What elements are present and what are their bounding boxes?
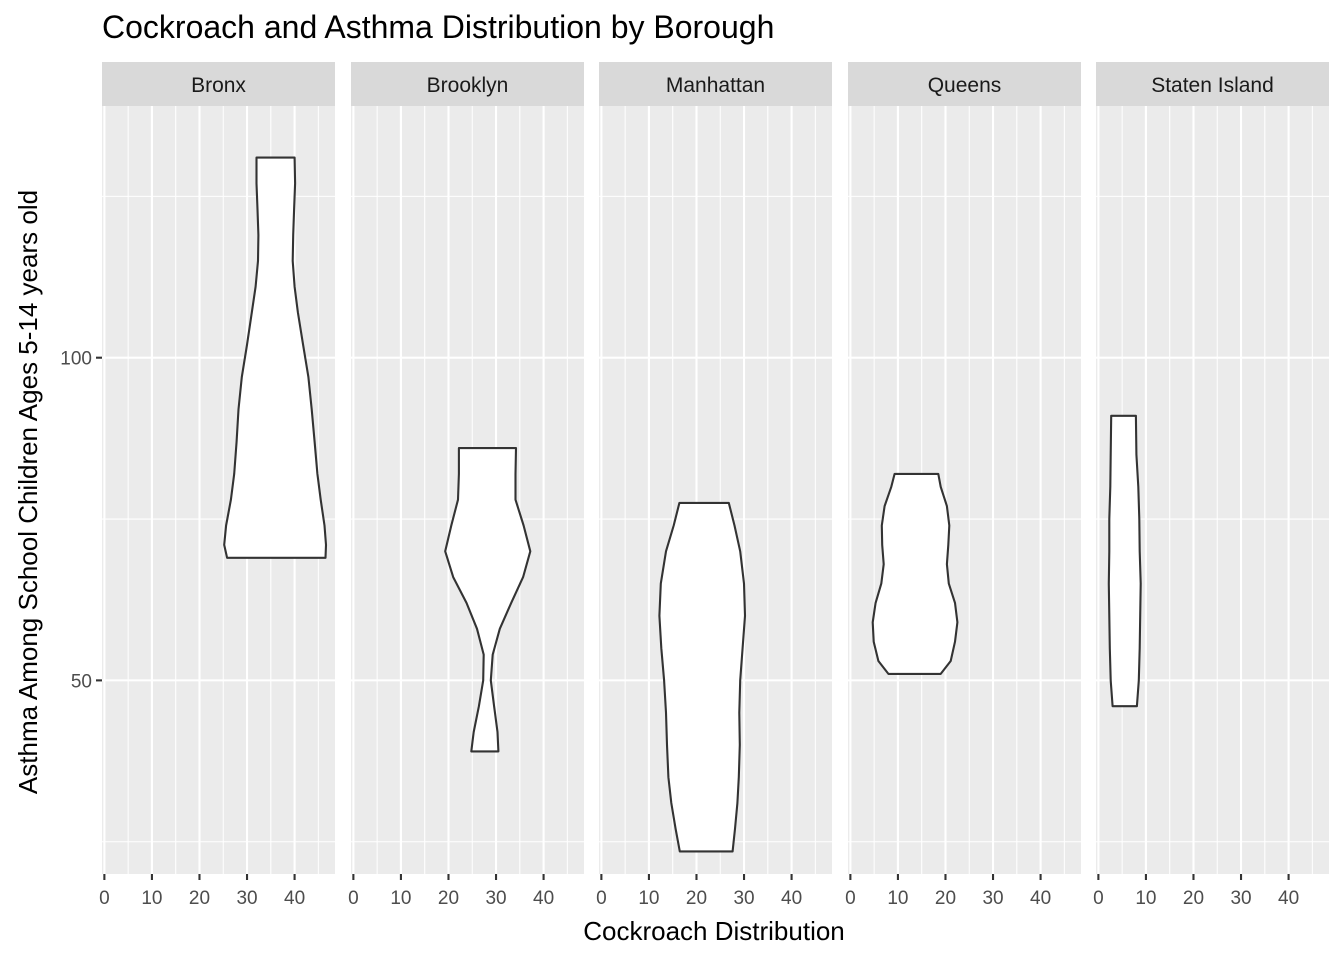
- x-tick-label: 20: [189, 888, 210, 909]
- x-tick-label: 40: [284, 888, 305, 909]
- x-tick-label: 20: [1183, 888, 1204, 909]
- facet-strip-label: Queens: [928, 74, 1002, 97]
- facet-strip-label: Manhattan: [666, 74, 765, 97]
- x-tick-label: 30: [1230, 888, 1251, 909]
- x-tick-label: 10: [141, 888, 162, 909]
- x-tick-label: 10: [390, 888, 411, 909]
- x-tick-label: 0: [845, 888, 856, 909]
- facet-panel-staten-island: Staten Island 0 10 20 30 40: [1093, 62, 1329, 909]
- facet-strip: [102, 62, 335, 106]
- facet-panel-bronx: Bronx 0 10 20 30 40: [99, 62, 335, 909]
- facet-strip: [1096, 62, 1329, 106]
- chart-title: Cockroach and Asthma Distribution by Bor…: [102, 9, 774, 45]
- x-tick-label: 40: [533, 888, 554, 909]
- violin-manhattan: [658, 501, 747, 853]
- x-tick-label: 0: [596, 888, 607, 909]
- facet-panel-brooklyn: Brooklyn 0 10 20 30 40: [348, 62, 584, 909]
- facet-strip-label: Brooklyn: [427, 74, 509, 97]
- x-tick-label: 0: [1093, 888, 1104, 909]
- y-axis-title: Asthma Among School Children Ages 5-14 y…: [13, 190, 43, 794]
- x-tick-label: 20: [686, 888, 707, 909]
- x-tick-label: 40: [781, 888, 802, 909]
- violin-queens: [871, 472, 959, 675]
- x-tick-label: 0: [99, 888, 110, 909]
- x-tick-label: 30: [485, 888, 506, 909]
- violin-brooklyn: [444, 447, 532, 753]
- facet-panel-manhattan: Manhattan 0 10 20 30 40: [596, 62, 832, 909]
- x-tick-label: 30: [236, 888, 257, 909]
- x-tick-label: 40: [1278, 888, 1299, 909]
- facet-strip: [599, 62, 832, 106]
- x-tick-label: 30: [733, 888, 754, 909]
- facet-panel-queens: Queens 0 10 20 30 40: [845, 62, 1081, 909]
- x-tick-label: 20: [438, 888, 459, 909]
- x-axis-title: Cockroach Distribution: [583, 916, 845, 946]
- facet-strip: [848, 62, 1081, 106]
- x-tick-label: 10: [1135, 888, 1156, 909]
- x-tick-label: 20: [935, 888, 956, 909]
- x-tick-label: 40: [1030, 888, 1051, 909]
- x-tick-label: 10: [887, 888, 908, 909]
- y-tick-label: 50: [71, 671, 92, 692]
- y-axis: 50 100: [60, 349, 102, 692]
- x-tick-label: 30: [982, 888, 1003, 909]
- y-tick-label: 100: [60, 349, 92, 370]
- x-tick-label: 0: [348, 888, 359, 909]
- panel-background: [848, 106, 1081, 874]
- violin-staten-island: [1107, 414, 1142, 708]
- facet-strip-label: Staten Island: [1151, 74, 1274, 97]
- violin-bronx: [223, 156, 328, 559]
- facet-strip-label: Bronx: [191, 74, 246, 97]
- facet-strip: [351, 62, 584, 106]
- x-tick-label: 10: [638, 888, 659, 909]
